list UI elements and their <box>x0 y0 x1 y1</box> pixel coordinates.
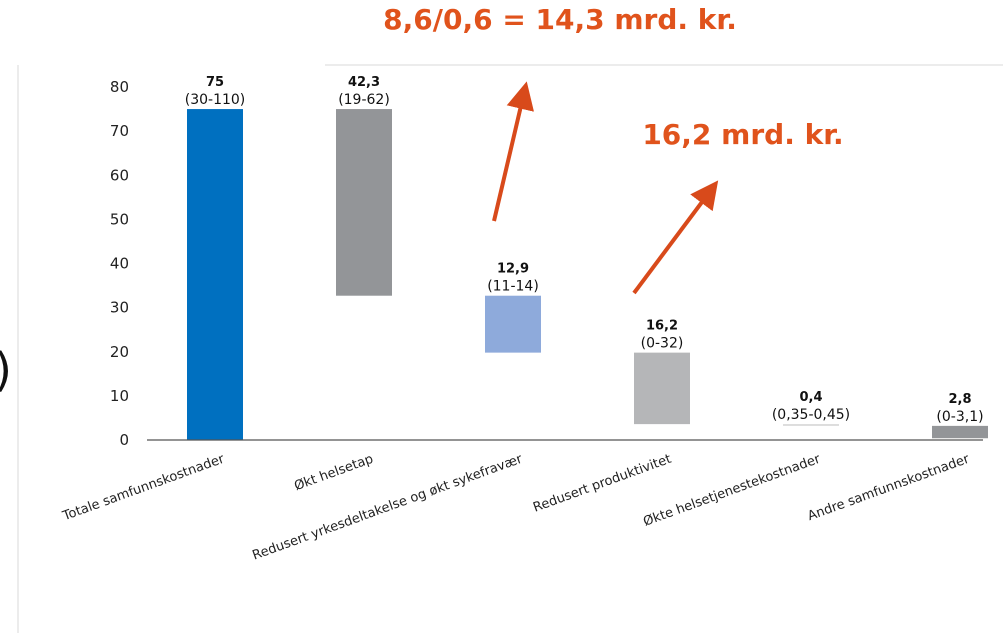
y-tick-label: 20 <box>110 343 129 361</box>
x-tick-label: Redusert produktivitet <box>531 452 673 516</box>
y-tick-label: 60 <box>110 166 129 184</box>
data-label-value: 42,3 <box>348 75 380 90</box>
bar <box>336 109 392 296</box>
annotation-total: 8,6/0,6 = 14,3 mrd. kr. <box>383 3 737 36</box>
y-tick-label: 30 <box>110 299 129 317</box>
data-label-value: 0,4 <box>799 390 822 405</box>
clipped-paren: ) <box>0 343 12 397</box>
data-label-range: (0,35-0,45) <box>772 407 850 423</box>
data-label-value: 2,8 <box>948 392 971 407</box>
arrow-up-1 <box>492 81 534 222</box>
x-tick-label: Økt helsetap <box>292 452 375 494</box>
x-tick-label: Totale samfunnskostnader <box>60 451 227 524</box>
y-tick-label: 70 <box>110 122 129 140</box>
y-tick-label: 0 <box>119 431 129 449</box>
annotation-productivity: 16,2 mrd. kr. <box>642 118 843 151</box>
data-label-range: (19-62) <box>338 92 390 108</box>
y-tick-label: 50 <box>110 210 129 228</box>
data-label-range: (30-110) <box>185 92 246 108</box>
data-label-range: (11-14) <box>487 279 539 295</box>
arrow-up-2 <box>632 180 719 295</box>
data-label-range: (0-32) <box>641 336 684 352</box>
data-label-range: (0-3,1) <box>936 409 983 425</box>
bar <box>634 352 690 425</box>
bar <box>932 425 988 439</box>
data-label-value: 75 <box>206 75 224 90</box>
y-tick-label: 80 <box>110 78 129 96</box>
x-tick-label: Redusert yrkesdeltakelse og økt sykefrav… <box>251 451 525 563</box>
bar <box>485 295 541 353</box>
bar <box>187 109 243 440</box>
y-tick-label: 10 <box>110 387 129 405</box>
x-tick-label: Andre samfunnskostnader <box>806 451 972 524</box>
data-label-value: 16,2 <box>646 319 678 334</box>
bar <box>783 424 839 426</box>
y-tick-label: 40 <box>110 255 129 273</box>
data-label-value: 12,9 <box>497 262 529 277</box>
